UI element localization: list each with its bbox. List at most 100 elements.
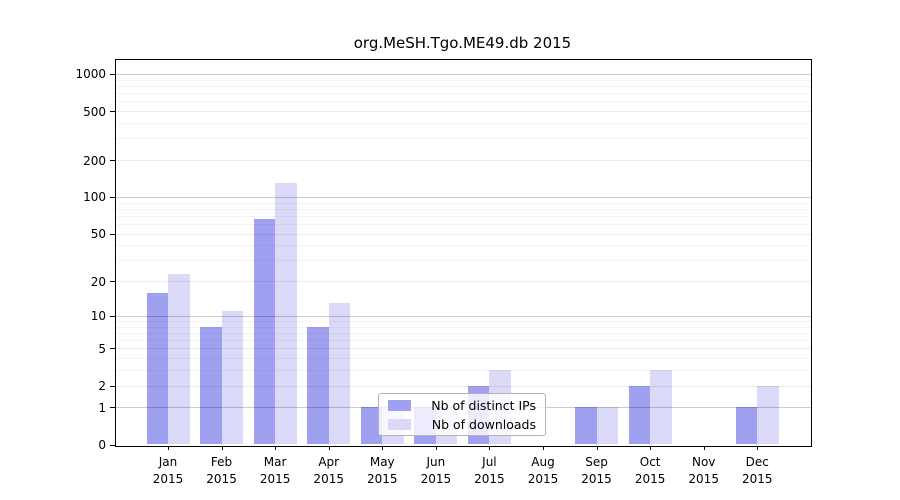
- x-tick-may: [382, 446, 384, 450]
- gridline-20: [116, 281, 811, 283]
- x-tick-label-jul: Jul 2015: [474, 455, 505, 486]
- gridline-10: [116, 315, 811, 317]
- gridline-40: [116, 245, 811, 247]
- y-tick-label-10: 10: [90, 309, 106, 324]
- x-tick-apr: [328, 446, 330, 450]
- y-tick-label-5: 5: [98, 341, 106, 356]
- bar-distinct-ips-mar: [253, 218, 276, 445]
- legend-label-distinct-ips: Nb of distinct IPs: [431, 397, 536, 413]
- bar-downloads-sep: [596, 407, 619, 445]
- bar-downloads-apr: [328, 302, 351, 445]
- gridline-9: [116, 321, 811, 322]
- x-tick-label-may: May 2015: [366, 455, 398, 486]
- bar-distinct-ips-apr: [307, 326, 329, 445]
- gridline-2: [116, 385, 811, 387]
- y-tick-label-50: 50: [90, 227, 106, 242]
- gridline-400: [116, 123, 811, 124]
- y-tick-label-1: 1: [98, 400, 106, 415]
- chart-title: org.MeSH.Tgo.ME49.db 2015: [353, 34, 572, 52]
- gridline-100: [116, 196, 811, 198]
- y-tick-10: [110, 315, 115, 317]
- y-tick-0: [110, 444, 115, 446]
- gridline-900: [116, 79, 811, 81]
- gridline-60: [116, 224, 811, 225]
- gridline-4: [116, 358, 811, 360]
- plot-area: 0 1 2 5 10 20 50 100 200 500 1000 Jan 2015 Feb 2015…: [75, 59, 812, 486]
- bar-distinct-ips-oct: [628, 385, 651, 445]
- gridline-30: [116, 260, 811, 262]
- legend-swatch-downloads: [388, 418, 411, 430]
- y-tick-20: [110, 281, 115, 283]
- x-tick-nov: [703, 446, 705, 450]
- gridline-5: [116, 348, 811, 350]
- y-tick-1: [110, 407, 115, 409]
- y-axis: 0 1 2 5 10 20 50 100 200 500 1000: [75, 60, 811, 452]
- gridline-600: [116, 101, 811, 103]
- bar-downloads-oct: [650, 370, 672, 445]
- gridline-70: [116, 215, 811, 217]
- y-tick-label-0: 0: [98, 438, 106, 452]
- bar-distinct-ips-jan: [146, 292, 168, 445]
- gridline-8: [116, 326, 811, 328]
- bar-distinct-ips-feb: [200, 326, 222, 445]
- legend-swatch-distinct-ips: [388, 399, 411, 411]
- x-tick-aug: [542, 446, 544, 450]
- x-axis: Jan 2015 Feb 2015 Mar 2015 Apr 2015 May 2015…: [116, 60, 811, 486]
- bar-downloads-dec: [757, 385, 779, 445]
- y-tick-1000: [110, 73, 115, 75]
- legend-row-distinct-ips: Nb of distinct IPs: [388, 398, 536, 413]
- x-tick-jan: [168, 446, 169, 450]
- gridline-300: [116, 138, 811, 140]
- x-tick-label-sep: Sep 2015: [581, 455, 612, 486]
- x-tick-label-jan: Jan 2015: [152, 455, 184, 486]
- gridline-80: [116, 208, 811, 210]
- x-tick-oct: [650, 446, 652, 450]
- x-tick-label-jun: Jun 2015: [420, 455, 452, 486]
- legend-label-downloads: Nb of downloads: [431, 416, 536, 432]
- y-tick-label-1000: 1000: [75, 67, 106, 82]
- legend-row-downloads: Nb of downloads: [388, 417, 536, 432]
- gridline-90: [116, 202, 811, 204]
- x-tick-label-oct: Oct 2015: [634, 455, 666, 486]
- y-tick-label-20: 20: [90, 274, 106, 289]
- x-tick-mar: [275, 446, 277, 450]
- y-tick-2: [110, 385, 115, 387]
- x-tick-label-apr: Apr 2015: [313, 455, 344, 486]
- gridline-7: [116, 332, 811, 334]
- x-tick-label-feb: Feb 2015: [206, 455, 237, 486]
- x-tick-label-aug: Aug 2015: [527, 455, 559, 486]
- y-tick-label-2: 2: [98, 379, 106, 394]
- x-tick-label-nov: Nov 2015: [688, 455, 719, 486]
- x-tick-label-mar: Mar 2015: [259, 455, 291, 486]
- legend: Nb of distinct IPs Nb of downloads: [378, 393, 546, 436]
- x-tick-feb: [221, 446, 223, 450]
- y-tick-100: [110, 196, 115, 198]
- gridline-500: [116, 111, 811, 113]
- bar-downloads-mar: [275, 183, 297, 445]
- x-tick-sep: [596, 446, 598, 450]
- bar-downloads-feb: [221, 311, 244, 445]
- gridline-3: [116, 370, 811, 372]
- x-tick-jul: [489, 446, 491, 450]
- gridline-50: [116, 233, 811, 235]
- gridline-6: [116, 340, 811, 342]
- y-tick-label-100: 100: [83, 190, 106, 205]
- y-tick-500: [110, 111, 115, 113]
- y-tick-label-200: 200: [83, 153, 106, 168]
- x-tick-jun: [435, 446, 437, 450]
- bar-downloads-jan: [168, 274, 190, 445]
- bar-distinct-ips-may: [360, 407, 383, 445]
- gridline-800: [116, 85, 811, 87]
- gridline-200: [116, 160, 811, 162]
- y-tick-50: [110, 233, 115, 235]
- gridline-1000: [116, 73, 811, 75]
- bar-distinct-ips-dec: [735, 407, 758, 445]
- bar-distinct-ips-sep: [575, 407, 597, 445]
- y-tick-5: [110, 348, 115, 350]
- gridline-700: [116, 93, 811, 95]
- x-tick-dec: [757, 446, 759, 450]
- x-tick-label-dec: Dec 2015: [741, 455, 773, 486]
- y-tick-200: [110, 160, 115, 162]
- y-tick-label-500: 500: [83, 104, 106, 119]
